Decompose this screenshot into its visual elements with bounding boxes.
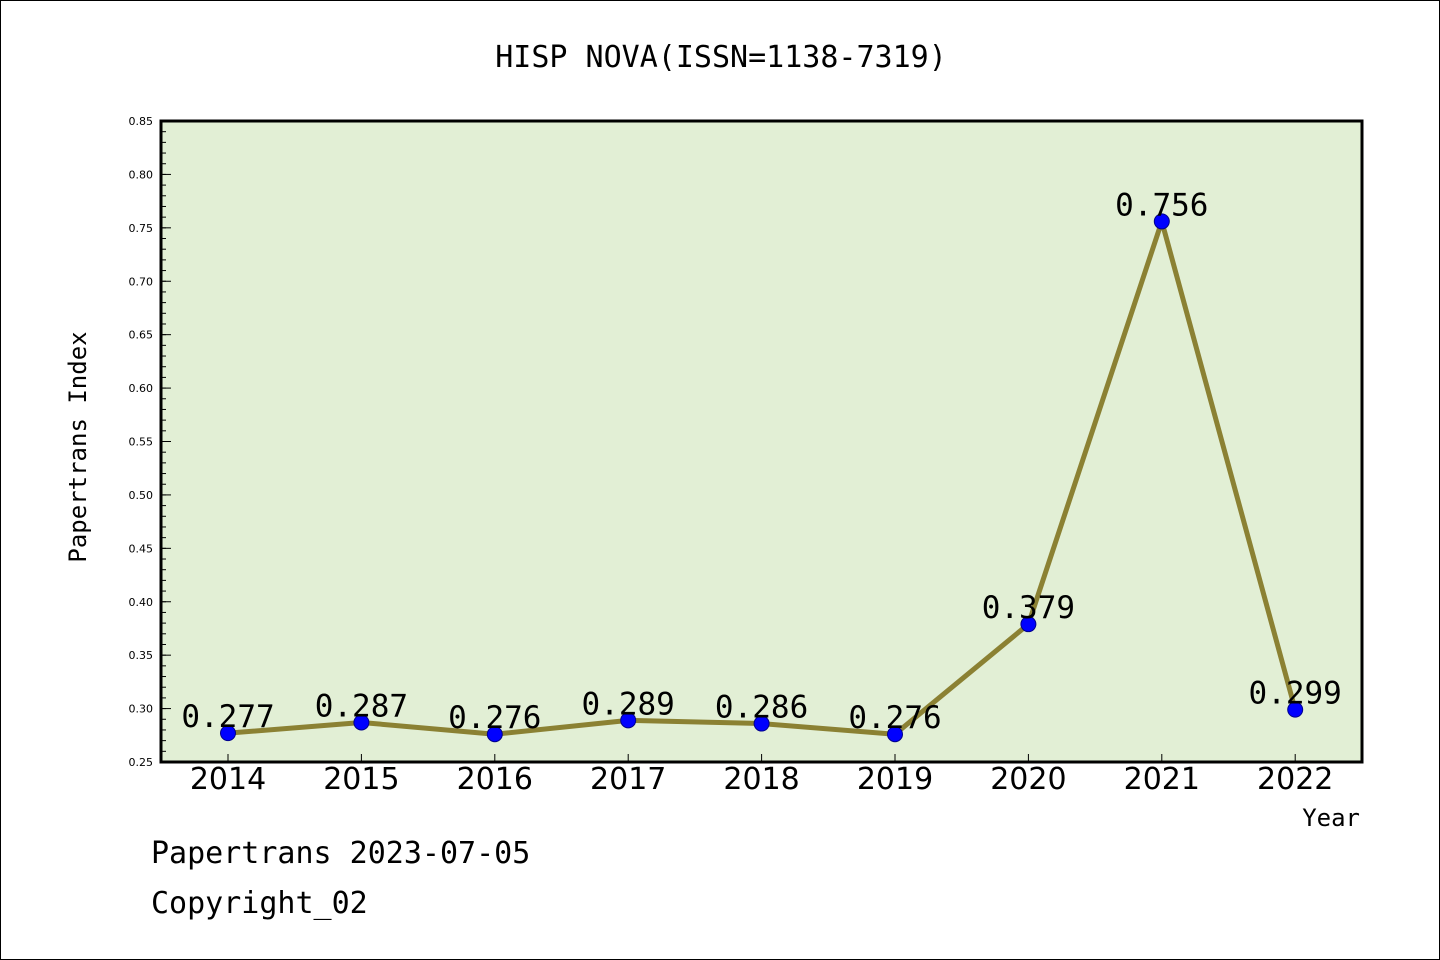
x-tick-label: 2015	[323, 762, 399, 797]
data-label: 0.379	[982, 590, 1075, 626]
data-label: 0.289	[582, 686, 675, 722]
data-point	[620, 712, 637, 729]
x-axis-label: Year	[1302, 804, 1360, 832]
data-label: 0.756	[1115, 187, 1208, 223]
y-tick-label: 0.30	[129, 703, 154, 716]
y-tick-label: 0.25	[129, 756, 154, 769]
data-point	[220, 725, 236, 742]
y-tick-label: 0.65	[129, 329, 154, 342]
data-label: 0.287	[315, 688, 408, 724]
data-label: 0.277	[181, 699, 274, 735]
footer-date: Papertrans 2023-07-05	[151, 836, 531, 871]
y-tick-label: 0.80	[129, 168, 154, 181]
y-tick-label: 0.35	[129, 649, 154, 662]
y-tick-label: 0.50	[129, 489, 154, 502]
x-tick-label: 2019	[857, 762, 933, 797]
x-tick-label: 2014	[190, 762, 266, 797]
y-tick-label: 0.40	[129, 596, 154, 609]
y-axis-label: Papertrans Index	[64, 331, 92, 562]
chart-title: HISP NOVA(ISSN=1138-7319)	[495, 40, 947, 75]
y-tick-label: 0.55	[129, 436, 154, 449]
data-point	[1020, 616, 1037, 633]
x-tick-label: 2022	[1257, 762, 1333, 797]
plot-frame	[159, 119, 1364, 764]
data-label: 0.276	[448, 700, 541, 736]
x-tick-label: 2017	[590, 762, 666, 797]
x-tick-label: 2020	[990, 762, 1066, 797]
footer-copyright: Copyright_02	[151, 886, 368, 921]
data-point	[1153, 213, 1170, 230]
data-label: 0.299	[1249, 676, 1342, 712]
data-label: 0.286	[715, 690, 808, 726]
y-tick-label: 0.45	[129, 542, 154, 555]
x-tick-label: 2021	[1124, 762, 1200, 797]
data-point	[887, 726, 903, 743]
data-point	[1287, 701, 1304, 718]
y-tick-label: 0.75	[129, 222, 154, 235]
data-point	[753, 715, 770, 732]
y-tick-label: 0.60	[129, 382, 154, 395]
data-point	[486, 726, 503, 743]
data-label: 0.276	[848, 700, 941, 736]
y-tick-label: 0.85	[129, 115, 154, 128]
x-tick-label: 2018	[723, 762, 799, 797]
x-tick-label: 2016	[457, 762, 533, 797]
y-tick-label: 0.70	[129, 275, 154, 288]
data-point	[353, 714, 370, 731]
